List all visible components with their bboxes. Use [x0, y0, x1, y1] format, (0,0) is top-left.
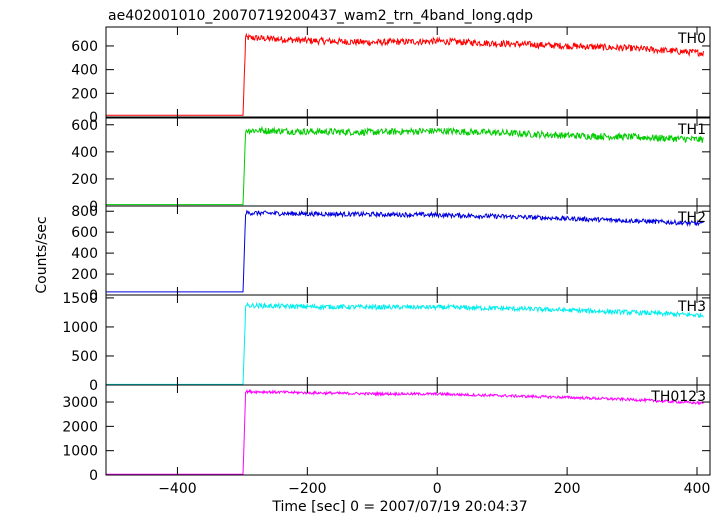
panel-th1: 0 200 400 600 TH1 — [71, 117, 711, 215]
x-axis-label: Time [sec] 0 = 2007/07/19 20:04:37 — [271, 499, 527, 515]
series-line-th2 — [106, 209, 704, 293]
y-tick-label: 200 — [71, 86, 98, 102]
x-tick-label: 0 — [433, 481, 442, 497]
series-label-th1: TH1 — [677, 122, 706, 138]
series-label-th0123: TH0123 — [650, 389, 706, 405]
y-tick-label: 400 — [71, 63, 98, 79]
y-tick-label: 0 — [89, 468, 98, 484]
y-axis-label: Counts/sec — [34, 216, 50, 293]
y-tick-label: 400 — [71, 246, 98, 262]
y-tick-label: 600 — [71, 39, 98, 55]
x-tick-label: −400 — [158, 481, 196, 497]
y-tick-label: 1500 — [62, 291, 98, 307]
x-tick-label: 200 — [554, 481, 581, 497]
panel-th0: 0 200 400 600 TH0 — [71, 26, 711, 126]
x-tick-label: −200 — [288, 481, 326, 497]
series-line-th0123 — [106, 388, 704, 475]
x-tick-label: 400 — [684, 481, 711, 497]
y-tick-label: 0 — [89, 288, 98, 304]
y-tick-label: 1000 — [62, 444, 98, 460]
series-label-th3: TH3 — [677, 299, 706, 315]
y-tick-label: 200 — [71, 267, 98, 283]
series-line-th0 — [106, 32, 704, 116]
series-label-th2: TH2 — [677, 210, 706, 226]
y-tick-label: 0 — [89, 110, 98, 126]
panel-frame — [105, 26, 711, 118]
y-tick-label: 3000 — [62, 395, 98, 411]
series-line-th1 — [106, 125, 704, 206]
series-label-th0: TH0 — [677, 31, 706, 47]
y-tick-label: 400 — [71, 145, 98, 161]
y-tick-label: 600 — [71, 225, 98, 241]
panel-th0123: 0 1000 2000 3000 TH0123 — [62, 384, 711, 484]
y-tick-label: 600 — [71, 118, 98, 134]
panel-th3: 0 500 1000 1500 TH3 — [62, 291, 711, 394]
y-tick-label: 500 — [71, 349, 98, 365]
chart-title: ae402001010_20070719200437_wam2_trn_4ban… — [108, 8, 533, 24]
y-tick-label: 200 — [71, 172, 98, 188]
y-tick-label: 0 — [89, 199, 98, 215]
y-tick-label: 1000 — [62, 320, 98, 336]
panel-frame — [105, 384, 711, 476]
y-tick-label: 800 — [71, 204, 98, 220]
series-line-th3 — [106, 301, 704, 385]
y-tick-label: 0 — [89, 378, 98, 394]
panel-th2: 0 200 400 600 800 TH2 — [71, 204, 711, 304]
y-tick-label: 2000 — [62, 419, 98, 435]
